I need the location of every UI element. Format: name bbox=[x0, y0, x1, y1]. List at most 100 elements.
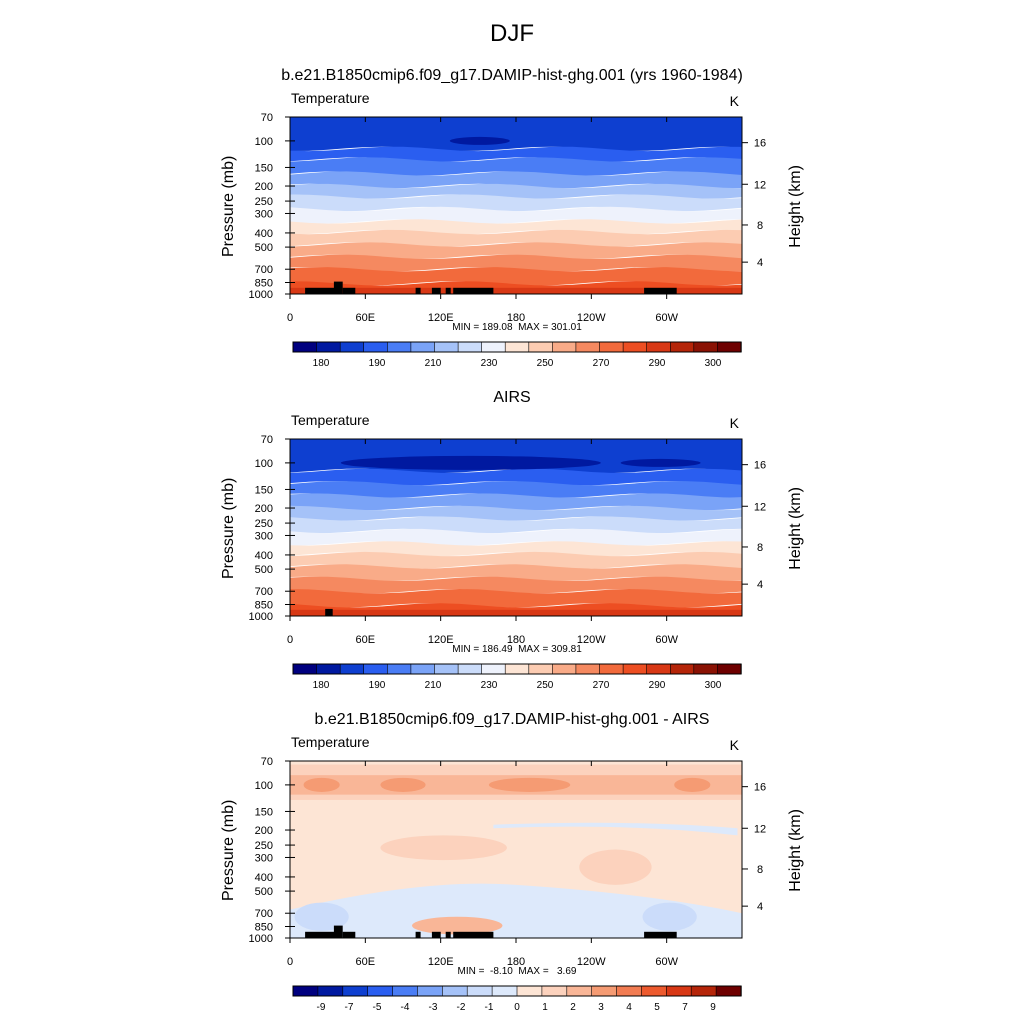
panel-units-label: K bbox=[730, 415, 740, 431]
diff-cool-lower bbox=[290, 883, 742, 938]
colorbar-swatch bbox=[646, 341, 672, 353]
land-mask bbox=[453, 287, 494, 294]
colorbar-swatch bbox=[516, 985, 543, 997]
contour-band bbox=[290, 242, 742, 259]
y-axis-title: Pressure (mb) bbox=[220, 478, 237, 579]
colorbar-swatch bbox=[541, 985, 568, 997]
land-mask bbox=[333, 281, 343, 294]
colorbar-swatch bbox=[316, 341, 341, 353]
contour-band bbox=[290, 157, 742, 176]
panel-units-label: K bbox=[730, 93, 740, 109]
colorbar-swatch bbox=[367, 985, 394, 997]
colorbar-label: 210 bbox=[425, 680, 442, 691]
y-right-tick-label: 4 bbox=[757, 257, 763, 269]
colorbar-swatch bbox=[410, 341, 436, 353]
contour-band bbox=[290, 564, 742, 581]
colorbar-swatch bbox=[646, 663, 672, 675]
colorbar-swatch bbox=[669, 341, 695, 353]
diff-warm-core bbox=[488, 777, 571, 792]
y-tick-label: 850 bbox=[255, 599, 273, 611]
diff-warm-core bbox=[380, 777, 426, 792]
colorbar-swatch bbox=[441, 985, 468, 997]
land-mask bbox=[431, 931, 441, 938]
diff-warm-core bbox=[674, 777, 711, 792]
contour-band bbox=[290, 194, 742, 212]
land-mask bbox=[342, 931, 356, 938]
contour-band bbox=[290, 481, 742, 498]
land-mask bbox=[415, 287, 421, 294]
colorbar-swatch bbox=[491, 985, 518, 997]
y-tick-label: 300 bbox=[255, 208, 273, 220]
colorbar-swatch bbox=[616, 985, 643, 997]
colorbar-swatch bbox=[504, 341, 530, 353]
colorbar-label: 250 bbox=[537, 680, 554, 691]
y-tick-label: 1000 bbox=[249, 933, 273, 945]
colorbar-label: 2 bbox=[570, 1002, 576, 1013]
x-tick-label: 120E bbox=[428, 312, 454, 324]
colorbar-swatch bbox=[717, 663, 742, 675]
land-mask bbox=[415, 931, 421, 938]
contour-band bbox=[290, 229, 742, 247]
colorbar-swatch bbox=[363, 663, 389, 675]
cold-core bbox=[620, 458, 701, 467]
contour-band bbox=[290, 183, 742, 199]
colorbar-swatch bbox=[599, 341, 624, 353]
colorbar-label: 0 bbox=[514, 1002, 520, 1013]
colorbar-swatch bbox=[292, 663, 318, 675]
y-tick-label: 70 bbox=[261, 112, 273, 124]
land-mask bbox=[644, 287, 677, 294]
y-tick-label: 100 bbox=[255, 780, 273, 792]
land-mask bbox=[333, 925, 343, 938]
y-axis-title-right: Height (km) bbox=[787, 809, 804, 892]
colorbar-label: 5 bbox=[654, 1002, 660, 1013]
colorbar-frame bbox=[292, 663, 742, 675]
colorbar-swatch bbox=[690, 985, 717, 997]
surface-band bbox=[290, 287, 742, 294]
x-tick-label: 0 bbox=[287, 956, 293, 968]
y-tick-label: 400 bbox=[255, 872, 273, 884]
colorbar-swatch bbox=[386, 663, 412, 675]
x-tick-label: 60E bbox=[356, 634, 376, 646]
colorbar-swatch bbox=[457, 341, 483, 353]
colorbar-swatch bbox=[552, 341, 577, 353]
diff-cool-band bbox=[493, 822, 738, 836]
colorbar-swatch bbox=[410, 663, 436, 675]
y-tick-label: 500 bbox=[255, 564, 273, 576]
panel-units-label: K bbox=[730, 737, 740, 753]
colorbar-swatch bbox=[457, 663, 483, 675]
colorbar-swatch bbox=[339, 341, 365, 353]
colorbar-swatch bbox=[292, 985, 319, 997]
colorbar-swatch bbox=[392, 985, 419, 997]
colorbar-swatch bbox=[466, 985, 493, 997]
colorbar-swatch bbox=[339, 663, 365, 675]
colorbar-swatch bbox=[622, 341, 648, 353]
colorbar-label: 270 bbox=[593, 680, 610, 691]
colorbar-label: 300 bbox=[705, 358, 722, 369]
colorbar-label: -9 bbox=[317, 1002, 326, 1013]
colorbar-swatch bbox=[434, 663, 459, 675]
colorbar-label: 250 bbox=[537, 358, 554, 369]
y-tick-label: 700 bbox=[255, 264, 273, 276]
y-tick-label: 300 bbox=[255, 530, 273, 542]
colorbar-swatch bbox=[342, 985, 369, 997]
y-right-tick-label: 12 bbox=[754, 179, 766, 191]
y-right-tick-label: 8 bbox=[757, 542, 763, 554]
colorbar-label: 7 bbox=[682, 1002, 688, 1013]
colorbar-swatch bbox=[599, 663, 624, 675]
panel-left-label: Temperature bbox=[291, 734, 370, 750]
contour-band bbox=[290, 206, 742, 224]
contour-band bbox=[290, 468, 742, 486]
colorbar-frame bbox=[292, 341, 742, 353]
panel-title: b.e21.B1850cmip6.f09_g17.DAMIP-hist-ghg.… bbox=[315, 711, 710, 728]
contour-band bbox=[290, 146, 742, 162]
chart-panel-3: b.e21.B1850cmip6.f09_g17.DAMIP-hist-ghg.… bbox=[220, 711, 804, 1013]
colorbar-label: 9 bbox=[710, 1002, 716, 1013]
colorbar-label: 3 bbox=[598, 1002, 604, 1013]
panel-stats: MIN = 186.49 MAX = 309.81 bbox=[452, 644, 582, 655]
panel-stats: MIN = -8.10 MAX = 3.69 bbox=[458, 966, 577, 977]
y-tick-label: 70 bbox=[261, 434, 273, 446]
land-mask bbox=[445, 931, 451, 938]
cold-core bbox=[449, 136, 510, 145]
